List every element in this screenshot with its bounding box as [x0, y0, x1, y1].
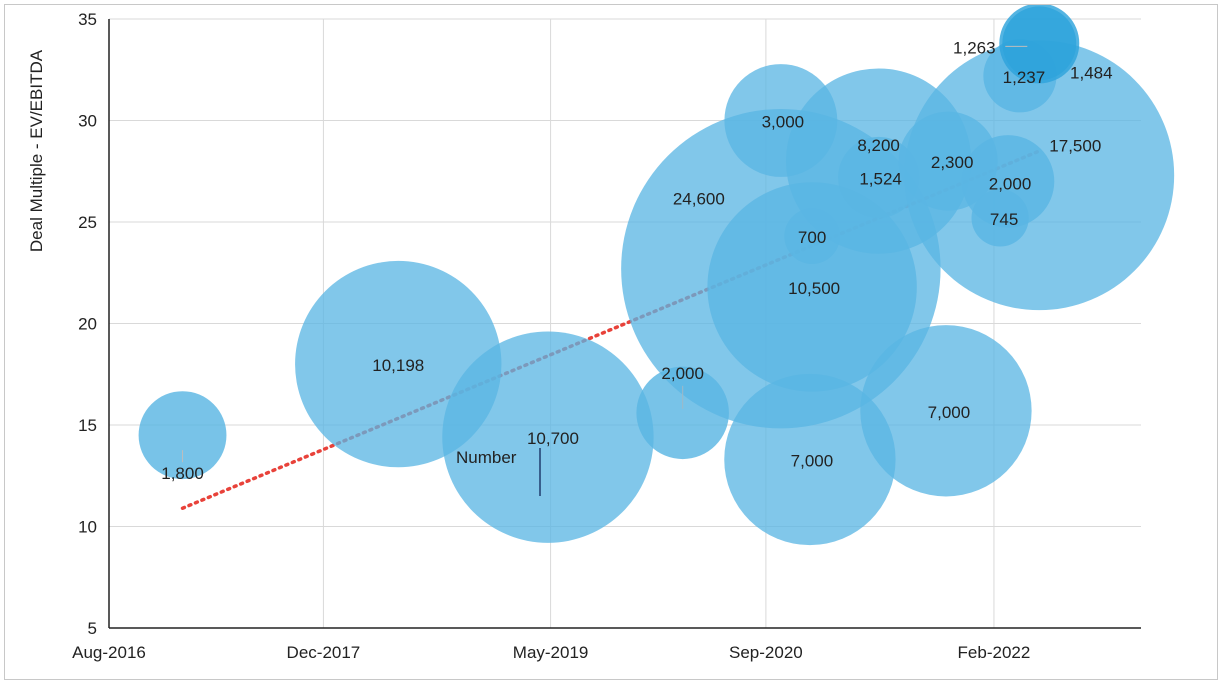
bubble-label: 700	[798, 228, 826, 247]
bubble-label: 745	[990, 210, 1018, 229]
bubble-label: 2,300	[931, 153, 974, 172]
bubble-label: 10,198	[372, 356, 424, 375]
y-tick-label: 30	[78, 112, 97, 131]
x-tick-label: Sep-2020	[729, 643, 803, 662]
bubble-label: 1,524	[859, 169, 902, 188]
bubble-label: 1,800	[161, 464, 204, 483]
bubble-label: 7,000	[928, 403, 971, 422]
bubble-label: 8,200	[857, 136, 900, 155]
bubble-label: 10,700	[527, 429, 579, 448]
bubble-label: 17,500	[1049, 136, 1101, 155]
y-tick-label: 20	[78, 315, 97, 334]
bubble-label: 2,000	[661, 364, 704, 383]
leader-lines	[182, 45, 1028, 496]
y-tick-label: 10	[78, 518, 97, 537]
bubble-label: 1,484	[1070, 63, 1113, 82]
x-tick-label: May-2019	[513, 643, 589, 662]
bubble-label: 3,000	[762, 113, 805, 132]
bubble-label: 1,263	[953, 38, 996, 57]
bubble	[904, 40, 1175, 311]
x-tick-label: Dec-2017	[287, 643, 361, 662]
chart-frame: 1,800 10,198 10,700 2,000 24,600 3,000 10,500 7…	[4, 4, 1218, 680]
y-tick-label: 15	[78, 416, 97, 435]
x-tick-label: Aug-2016	[72, 643, 146, 662]
bubble-label: 2,000	[989, 174, 1032, 193]
bubble-labels: 1,800 10,198 10,700 2,000 24,600 3,000 10,500 7…	[161, 38, 1112, 483]
bubble	[138, 391, 227, 480]
bubble-label: 7,000	[791, 452, 834, 471]
bubble	[860, 325, 1032, 497]
annotation-number: Number	[456, 448, 517, 467]
x-tick-label: Feb-2022	[958, 643, 1031, 662]
bubble-label: 1,237	[1003, 68, 1046, 87]
y-tick-label: 5	[88, 619, 97, 638]
bubble	[999, 5, 1080, 84]
y-tick-label: 35	[78, 10, 97, 29]
y-axis-title: Deal Multiple - EV/EBITDA	[27, 49, 46, 252]
y-tick-label: 25	[78, 213, 97, 232]
axes: 5 10 15 20 25 30 35 Aug-2016 Dec-2017 May-2019 Sep…	[72, 10, 1141, 662]
bubble-chart: 1,800 10,198 10,700 2,000 24,600 3,000 10,500 7…	[27, 5, 1175, 662]
bubble-label: 10,500	[788, 279, 840, 298]
bubble	[442, 331, 654, 543]
bubble	[724, 373, 896, 546]
bubble-label: 24,600	[673, 190, 725, 209]
bubbles	[138, 5, 1175, 546]
